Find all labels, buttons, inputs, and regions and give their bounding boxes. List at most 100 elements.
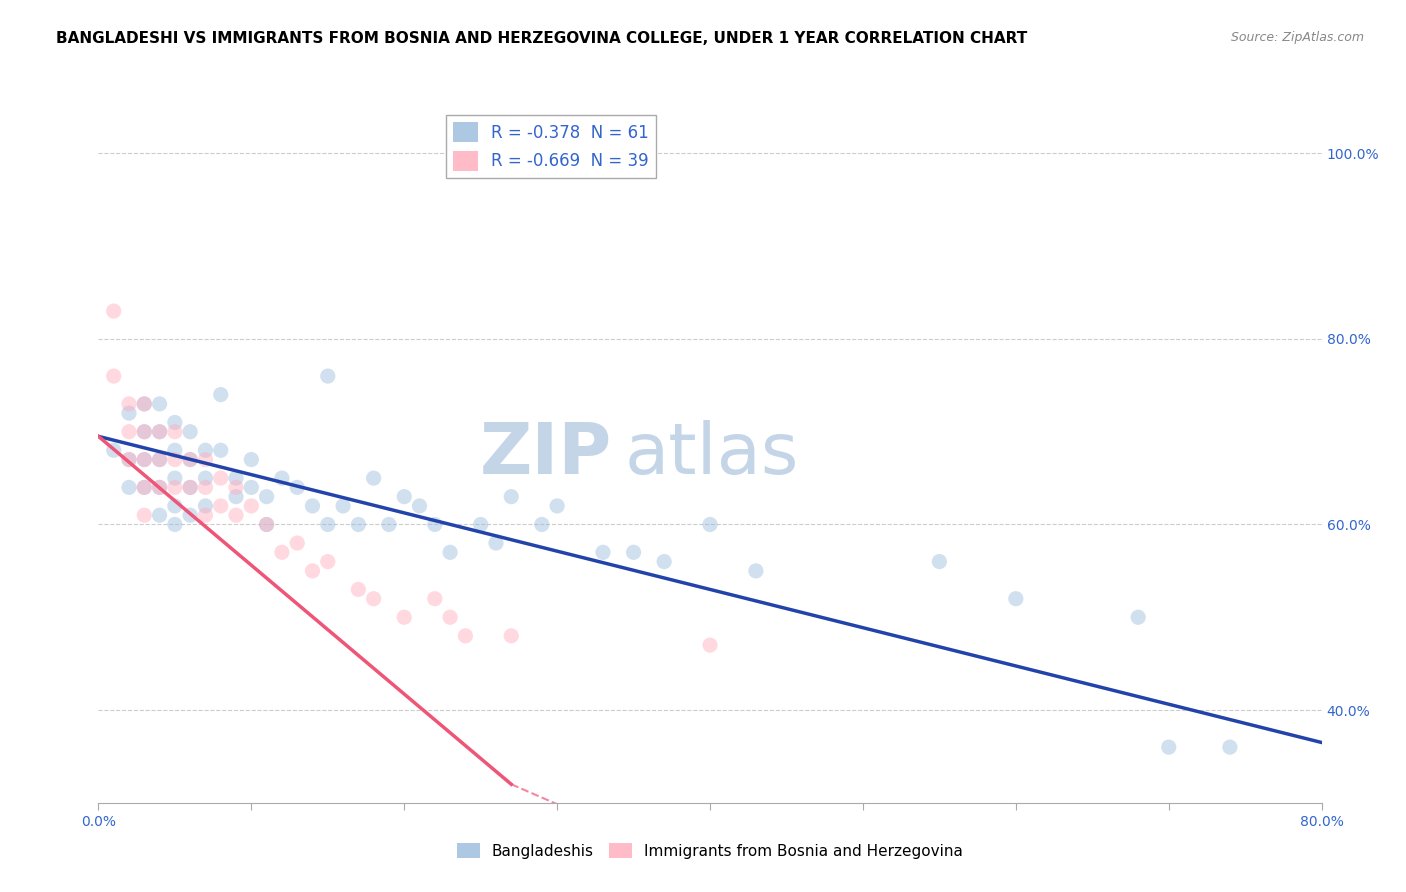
Point [179,452,201,467]
Point [149,508,172,523]
Point [149,452,172,467]
Point [179,452,201,467]
Point [134,480,156,494]
Text: ZIP: ZIP [479,420,612,490]
Point [316,555,339,569]
Point [179,480,201,494]
Point [194,480,217,494]
Point [163,480,186,494]
Point [134,425,156,439]
Point [103,443,125,458]
Point [439,545,461,559]
Text: Source: ZipAtlas.com: Source: ZipAtlas.com [1230,31,1364,45]
Point [149,452,172,467]
Point [301,564,323,578]
Point [163,416,186,430]
Point [928,555,950,569]
Point [179,480,201,494]
Point [134,508,156,523]
Point [163,425,186,439]
Point [149,480,172,494]
Point [408,499,430,513]
Point [118,397,141,411]
Point [745,564,768,578]
Point [194,508,217,523]
Point [363,591,385,606]
Point [194,471,217,485]
Point [149,480,172,494]
Point [423,517,446,532]
Point [1004,591,1026,606]
Point [134,425,156,439]
Point [134,397,156,411]
Point [194,499,217,513]
Point [285,480,308,494]
Point [501,629,523,643]
Point [179,508,201,523]
Point [240,499,263,513]
Text: atlas: atlas [624,420,799,490]
Point [225,480,247,494]
Point [363,471,385,485]
Point [134,452,156,467]
Point [118,480,141,494]
Point [623,545,645,559]
Point [225,508,247,523]
Point [209,471,232,485]
Point [194,452,217,467]
Point [256,517,278,532]
Point [316,369,339,384]
Point [118,425,141,439]
Point [240,480,263,494]
Point [256,490,278,504]
Point [301,499,323,513]
Point [225,471,247,485]
Point [652,555,675,569]
Point [149,425,172,439]
Point [392,490,416,504]
Point [134,480,156,494]
Point [163,517,186,532]
Point [163,452,186,467]
Point [209,387,232,401]
Point [699,517,721,532]
Point [103,304,125,318]
Point [378,517,401,532]
Point [209,443,232,458]
Point [256,517,278,532]
Point [240,452,263,467]
Point [163,471,186,485]
Point [1157,740,1180,755]
Point [439,610,461,624]
Point [194,443,217,458]
Point [470,517,492,532]
Point [592,545,614,559]
Point [225,490,247,504]
Legend: Bangladeshis, Immigrants from Bosnia and Herzegovina: Bangladeshis, Immigrants from Bosnia and… [451,837,969,864]
Point [501,490,523,504]
Point [270,545,292,559]
Point [118,452,141,467]
Point [347,582,370,597]
Point [423,591,446,606]
Point [103,369,125,384]
Point [163,499,186,513]
Point [179,425,201,439]
Point [134,397,156,411]
Point [392,610,416,624]
Point [270,471,292,485]
Point [332,499,354,513]
Point [1128,610,1150,624]
Point [118,452,141,467]
Point [1219,740,1241,755]
Point [530,517,553,532]
Point [316,517,339,532]
Point [149,397,172,411]
Point [485,536,508,550]
Point [546,499,568,513]
Point [347,517,370,532]
Point [149,425,172,439]
Point [285,536,308,550]
Point [699,638,721,652]
Point [118,406,141,420]
